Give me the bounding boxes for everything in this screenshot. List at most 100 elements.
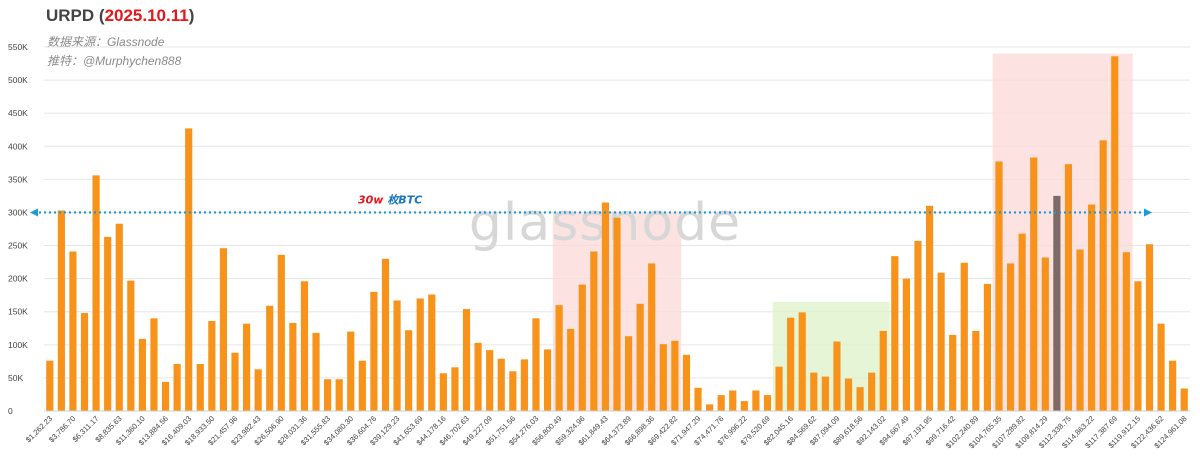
bar [902, 278, 910, 411]
bar [462, 309, 471, 411]
bar [57, 210, 65, 411]
bar [138, 338, 146, 411]
bar [381, 258, 390, 411]
bar [960, 262, 968, 411]
bar [451, 367, 459, 411]
bar [300, 281, 309, 411]
bar [1018, 233, 1026, 411]
reference-label-unit: 枚BTC [387, 193, 422, 206]
bar [231, 352, 239, 411]
bar [740, 401, 748, 411]
arrow-left-icon [30, 208, 38, 217]
bar [161, 381, 170, 411]
bar [324, 379, 332, 411]
bar [1076, 249, 1084, 411]
bar [972, 330, 980, 411]
bar [925, 205, 934, 411]
y-tick-label: 100K [8, 340, 28, 350]
bar [1088, 204, 1096, 411]
bar [752, 390, 760, 411]
y-tick-label: 250K [8, 241, 28, 251]
bar [277, 254, 285, 411]
bar [69, 251, 77, 411]
bar [578, 284, 586, 411]
chart-title: URPD (2025.10.11) [46, 6, 194, 26]
bar [242, 323, 251, 411]
bar [914, 240, 922, 411]
y-tick-label: 350K [8, 174, 28, 184]
bar [1053, 195, 1061, 411]
bar [833, 341, 841, 411]
bar [266, 305, 274, 411]
bar [706, 404, 714, 411]
y-tick-label: 150K [8, 307, 28, 317]
bar [613, 217, 621, 411]
bar [115, 223, 123, 411]
bar [787, 317, 795, 411]
bar [532, 318, 540, 411]
bar [46, 360, 54, 411]
bar [289, 322, 297, 411]
bar [254, 369, 262, 411]
data-source-note: 数据来源：Glassnode [47, 35, 165, 49]
bar [868, 372, 876, 411]
bar [1111, 56, 1119, 412]
bar [555, 305, 563, 411]
y-tick-label: 550K [8, 42, 28, 52]
y-tick-label: 500K [8, 75, 28, 85]
bar [717, 395, 725, 411]
y-tick-label: 50K [8, 373, 23, 383]
bar [1030, 157, 1038, 411]
bar [185, 128, 193, 412]
bar [358, 360, 366, 411]
bar [219, 248, 228, 411]
bar [1145, 244, 1154, 411]
bar [821, 376, 829, 411]
bar [1122, 252, 1130, 411]
bar [775, 366, 783, 411]
bar [949, 334, 957, 411]
bar [1041, 257, 1049, 411]
bar [856, 387, 864, 411]
bar [127, 280, 135, 411]
bar [520, 359, 528, 411]
bar [173, 364, 181, 411]
bar [624, 336, 633, 411]
bar [648, 263, 656, 411]
red-zone-highlight [992, 53, 1133, 411]
bar [405, 330, 413, 411]
bar [636, 303, 644, 411]
y-tick-label: 200K [8, 274, 28, 284]
bar [208, 320, 216, 411]
bar [1006, 263, 1015, 411]
bar [810, 372, 818, 411]
bar [416, 298, 424, 411]
bar [729, 390, 737, 411]
y-tick-label: 400K [8, 141, 28, 151]
reference-line-label: 30w 枚BTC [358, 193, 422, 206]
bar [497, 358, 505, 411]
bar [312, 332, 320, 411]
bar [150, 318, 158, 411]
bar [995, 161, 1003, 411]
bar [393, 300, 401, 411]
bar [844, 378, 853, 411]
bar [1180, 388, 1188, 411]
bar [659, 344, 667, 411]
bar [1169, 360, 1177, 411]
bar [567, 328, 575, 411]
bar [428, 294, 436, 411]
title-suffix: ) [188, 6, 195, 25]
title-date: 2025.10.11 [104, 6, 189, 25]
bar [335, 379, 343, 411]
bar [601, 202, 610, 411]
bar [509, 371, 517, 411]
bar [370, 291, 378, 411]
bar [439, 373, 447, 411]
bar [104, 236, 112, 411]
bar [879, 330, 887, 411]
bar [1099, 140, 1107, 412]
bar [543, 349, 552, 411]
